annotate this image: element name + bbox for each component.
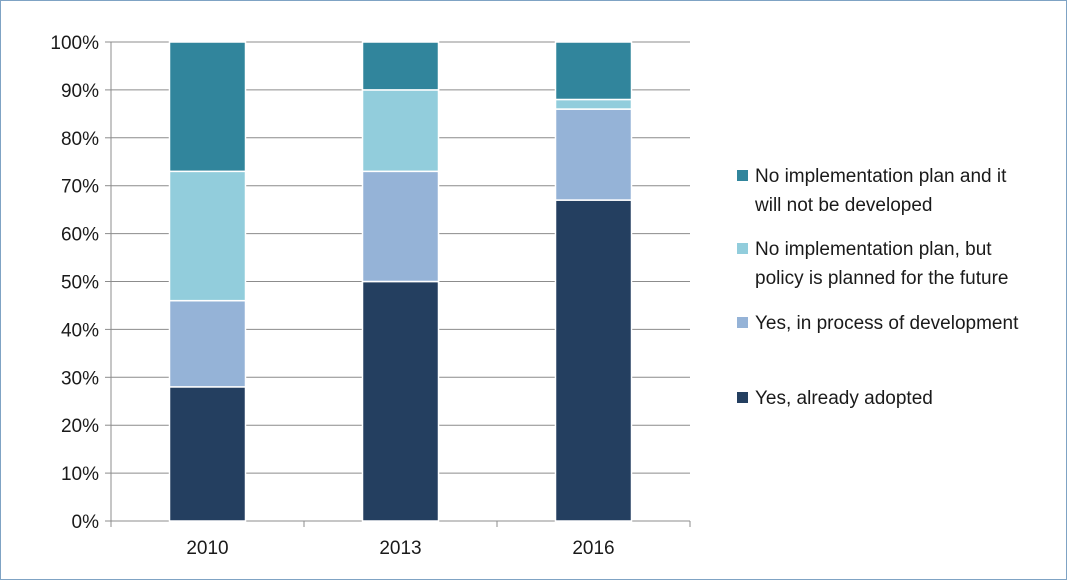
bar-segment [168,386,247,522]
legend-label: Yes, in process of development [755,313,1019,334]
y-tick-label: 80% [61,129,99,150]
y-tick-label: 100% [50,33,99,54]
legend-swatch [737,317,748,328]
x-tick-label: 2016 [572,538,614,559]
legend-swatch [737,243,748,254]
bar-segment [361,41,440,91]
legend-swatch [737,170,748,181]
legend-swatch [737,392,748,403]
bar-segment [554,199,633,522]
legend-label: No implementation plan and it [755,166,1007,187]
bar-segment [554,41,633,101]
bar-segment [168,170,247,302]
y-tick-label: 20% [61,416,99,437]
y-tick-label: 60% [61,225,99,246]
bar-segment [554,98,633,110]
bar-segment [361,280,440,522]
y-tick-label: 0% [72,512,100,533]
bar-segment [168,41,247,173]
y-tick-label: 30% [61,368,99,389]
y-tick-label: 70% [61,177,99,198]
legend-label: No implementation plan, but [755,239,992,260]
legend-label: will not be developed [754,195,932,216]
y-tick-label: 40% [61,320,99,341]
legend-label: policy is planned for the future [755,268,1009,289]
bar-segment [361,89,440,173]
y-tick-label: 10% [61,464,99,485]
x-tick-label: 2013 [379,538,421,559]
legend-label: Yes, already adopted [755,388,933,409]
bar-segment [361,170,440,283]
x-tick-label: 2010 [186,538,228,559]
bar-segment [168,299,247,388]
bar-segment [554,108,633,201]
y-tick-label: 50% [61,273,99,294]
y-tick-label: 90% [61,81,99,102]
